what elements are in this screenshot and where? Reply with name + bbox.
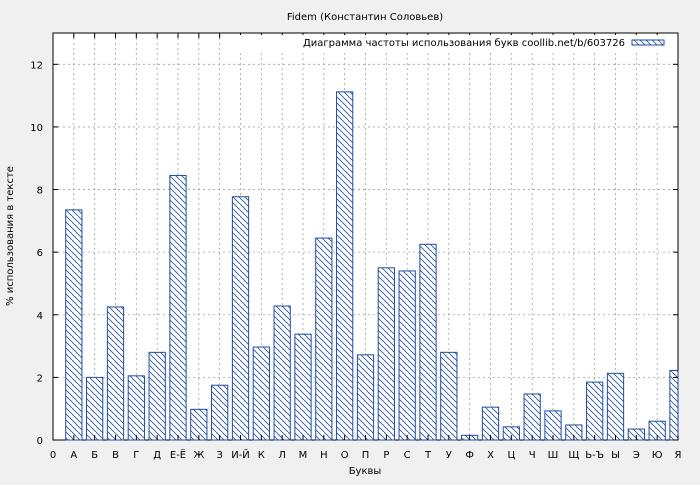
x-tick-label: Е-Ё xyxy=(170,448,186,461)
x-tick-label: З xyxy=(216,450,222,461)
bar xyxy=(211,384,229,441)
bar xyxy=(315,237,333,441)
bar xyxy=(356,354,375,441)
y-axis-label: % использования в тексте xyxy=(5,166,16,306)
x-tick-label: Г xyxy=(133,450,139,461)
bar xyxy=(669,369,679,441)
x-tick-label: Ы xyxy=(611,450,620,461)
bar xyxy=(606,372,625,441)
y-tick-label: 2 xyxy=(37,373,43,384)
bar xyxy=(127,375,145,441)
y-tick-label: 8 xyxy=(37,186,43,197)
bar xyxy=(273,305,291,441)
x-tick-label: Ь-Ъ xyxy=(585,450,604,461)
x-tick-label: Н xyxy=(320,450,328,461)
x-tick-label: Ю xyxy=(652,450,663,461)
grid xyxy=(53,33,678,440)
x-tick-label: Ф xyxy=(465,450,474,461)
x-tick-label: И-Й xyxy=(231,448,250,461)
bar xyxy=(86,376,104,441)
x-tick-label: М xyxy=(299,450,308,461)
bar xyxy=(419,243,437,441)
bar xyxy=(398,270,416,441)
bar xyxy=(336,91,354,441)
x-tick-label: Р xyxy=(383,450,389,461)
x-tick-label: Д xyxy=(153,450,161,461)
bar xyxy=(65,209,83,441)
y-tick-label: 6 xyxy=(37,248,43,259)
bars xyxy=(65,91,679,441)
x-tick-label: О xyxy=(341,450,349,461)
x-tick-label-origin: 0 xyxy=(50,450,56,461)
bar xyxy=(523,393,541,441)
x-tick-label: Щ xyxy=(568,450,579,461)
x-tick-label: Т xyxy=(424,450,432,461)
bar xyxy=(106,306,125,441)
x-tick-label: Х xyxy=(487,450,494,461)
x-tick-label: Ц xyxy=(507,450,515,461)
bar xyxy=(440,351,458,441)
x-tick-label: Э xyxy=(633,450,640,461)
x-tick-label: П xyxy=(362,450,370,461)
y-tick-label: 0 xyxy=(37,436,43,447)
chart-title: Fidem (Константин Соловьев) xyxy=(287,12,443,23)
x-tick-label: Л xyxy=(278,450,286,461)
bar xyxy=(377,267,395,441)
legend-background xyxy=(240,35,676,51)
legend: Диаграмма частоты использования букв coo… xyxy=(240,35,676,51)
bar xyxy=(252,346,270,441)
x-tick-label: Ч xyxy=(529,450,536,461)
x-tick-label: В xyxy=(112,450,119,461)
x-axis-label: Буквы xyxy=(349,466,382,477)
bar xyxy=(148,351,166,441)
legend-label: Диаграмма частоты использования букв coo… xyxy=(303,38,625,49)
x-tick-label: А xyxy=(70,450,77,461)
y-tick-label: 10 xyxy=(30,123,43,134)
bar xyxy=(586,381,604,441)
legend-swatch xyxy=(631,39,665,46)
y-tick-label: 4 xyxy=(37,311,43,322)
x-tick-label: К xyxy=(258,450,265,461)
x-tick-label: С xyxy=(404,450,411,461)
x-tick-label: Я xyxy=(675,450,682,461)
bar xyxy=(169,174,187,441)
y-tick-label: 12 xyxy=(30,60,43,71)
x-tick-label: Б xyxy=(91,450,98,461)
x-tick-label: У xyxy=(446,450,452,461)
x-tick-label: Ш xyxy=(548,450,559,461)
bar xyxy=(294,333,312,441)
bar xyxy=(231,196,250,441)
axes: 0 2 4 6 8 10 12 0 А Б В Г Д Е-Ё Ж З И-Й К Л М Н О П Р С Т У Ф Х Ц Ч Ш Щ Ь… xyxy=(30,33,681,461)
x-tick-label: Ж xyxy=(193,450,204,461)
